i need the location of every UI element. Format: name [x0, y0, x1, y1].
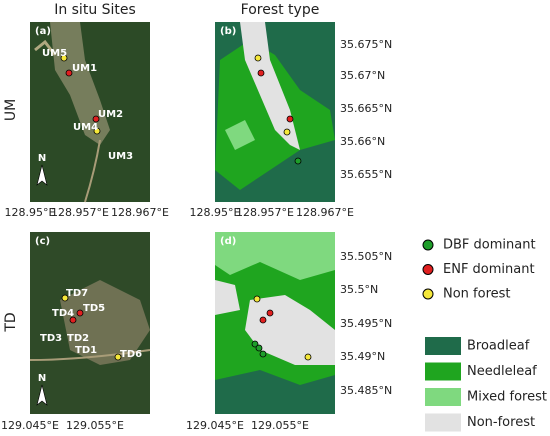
forest-map	[215, 232, 335, 414]
x-tick-label: 128.957°E	[51, 206, 109, 219]
x-tick-label: 129.055°E	[66, 419, 124, 432]
row-label: TD	[3, 312, 19, 332]
legend-swatch	[425, 388, 461, 406]
x-tick-label: 128.95°E	[5, 206, 56, 219]
site-label: UM5	[42, 48, 67, 59]
legend-swatch	[425, 337, 461, 355]
legend-label: Needleleaf	[467, 364, 537, 379]
site-label: TD1	[75, 345, 97, 356]
legend-label: Broadleaf	[467, 339, 530, 354]
site-label: UM2	[98, 109, 123, 120]
y-tick-label: 35.49°N	[340, 350, 385, 363]
y-tick-label: 35.5°N	[340, 283, 378, 296]
panel-letter: (c)	[35, 236, 50, 247]
site-label: UM4	[73, 122, 98, 133]
site-label: TD4	[52, 308, 74, 319]
x-tick-label: 129.045°E	[1, 419, 59, 432]
x-tick-label: 129.055°E	[251, 419, 309, 432]
legend-label: Mixed forest	[467, 390, 547, 405]
site-label: TD2	[67, 333, 89, 344]
x-tick-label: 128.967°E	[111, 206, 169, 219]
legend-marker	[422, 288, 434, 300]
y-tick-label: 35.66°N	[340, 135, 385, 148]
site-label: UM3	[108, 151, 133, 162]
x-tick-label: 128.957°E	[236, 206, 294, 219]
site-label: TD6	[120, 349, 142, 360]
y-tick-label: 35.665°N	[340, 102, 392, 115]
panel-letter: (d)	[220, 236, 236, 247]
site-label: TD3	[40, 333, 62, 344]
y-tick-label: 35.655°N	[340, 168, 392, 181]
site-label: TD7	[66, 288, 88, 299]
legend-label: Non forest	[443, 287, 511, 302]
forest-map	[215, 22, 335, 202]
y-tick-label: 35.485°N	[340, 384, 392, 397]
y-tick-label: 35.675°N	[340, 38, 392, 51]
y-tick-label: 35.495°N	[340, 317, 392, 330]
legend-label: ENF dominant	[443, 262, 535, 277]
satellite-image	[30, 22, 150, 203]
x-tick-label: 128.95°E	[190, 206, 241, 219]
legend-swatch	[425, 413, 461, 432]
column-title: Forest type	[241, 2, 320, 18]
legend-marker	[422, 264, 434, 275]
column-title: In situ Sites	[54, 2, 136, 18]
legend-label: DBF dominant	[443, 238, 536, 253]
legend-marker	[422, 239, 434, 251]
x-tick-label: 128.967°E	[296, 206, 354, 219]
satellite-image	[29, 232, 151, 414]
panel-letter: (b)	[220, 26, 236, 37]
legend: DBF dominant ENF dominant Non forest Broadl…	[422, 238, 547, 432]
site-label: UM1	[72, 63, 97, 74]
panel-letter: (a)	[35, 26, 51, 37]
row-label: UM	[3, 99, 19, 121]
site-label: TD5	[83, 303, 105, 314]
north-arrow: N	[38, 373, 46, 384]
y-tick-label: 35.505°N	[340, 250, 392, 263]
x-tick-label: 129.045°E	[186, 419, 244, 432]
y-tick-label: 35.67°N	[340, 69, 385, 82]
north-arrow: N	[38, 153, 46, 164]
legend-swatch	[425, 362, 461, 381]
legend-label: Non-forest	[467, 415, 535, 430]
